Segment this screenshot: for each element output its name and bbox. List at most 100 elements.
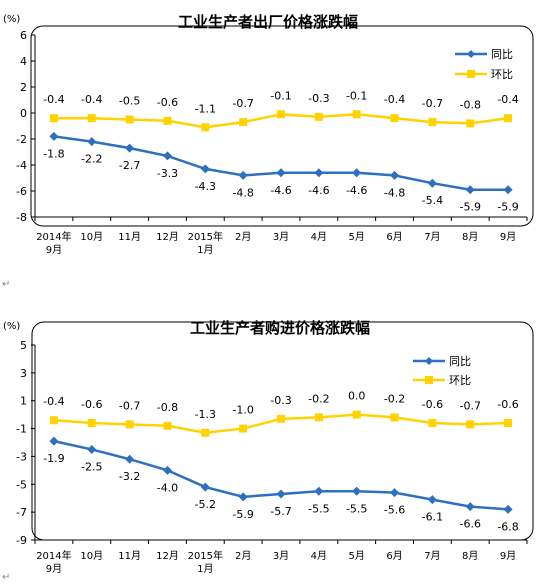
y-tick-label: 1 (20, 395, 27, 408)
data-label: -4.0 (157, 481, 178, 494)
x-tick-label-line: 12月 (156, 550, 179, 562)
series-2-marker (239, 424, 248, 433)
x-tick-label: 12月 (156, 231, 179, 243)
data-label: -1.3 (195, 408, 216, 421)
series-2-marker (466, 119, 475, 128)
data-label: -2.5 (81, 460, 102, 473)
chart-ppi-purchase: 工业生产者购进价格涨跌幅 (%) 5 3 1 -1 -3 -5 -7 -9 2014年 9月 10月 11… (0, 300, 550, 584)
data-label: -0.2 (308, 392, 329, 405)
x-tick-label: 7月 (424, 231, 440, 243)
data-label: -4.8 (232, 186, 253, 199)
series-2-marker (87, 419, 96, 427)
data-label: -1.0 (232, 404, 253, 417)
data-label: -4.6 (270, 184, 291, 197)
series-1-marker (314, 486, 324, 496)
y-tick-label: -1 (16, 423, 27, 436)
y-tick-label: -4 (16, 159, 27, 172)
x-tick-label-line: 9月 (500, 231, 516, 243)
data-label: -2.2 (81, 153, 102, 166)
x-tick-label: 3月 (273, 231, 289, 243)
y-tick-label: -3 (16, 450, 27, 463)
data-label: 0.0 (348, 390, 366, 403)
x-tick-label-line: 5月 (349, 231, 365, 243)
legend-marker (425, 357, 433, 365)
legend-marker (467, 70, 475, 78)
x-tick-label-line: 4月 (311, 550, 327, 562)
series-2-marker (125, 420, 134, 429)
series-1-marker (162, 151, 172, 161)
series-2-marker (390, 114, 399, 123)
x-tick-label-line: 1月 (197, 563, 213, 575)
data-label: -0.6 (422, 398, 443, 411)
series-1-marker (49, 131, 59, 141)
series-1-marker (427, 178, 437, 188)
data-label: -6.8 (497, 520, 518, 533)
legend-label: 环比 (449, 374, 471, 387)
x-tick-label-line: 2月 (235, 550, 251, 562)
data-label: -0.3 (308, 92, 329, 105)
data-label: -0.1 (270, 89, 291, 102)
x-tick-label: 3月 (273, 550, 289, 562)
legend-label: 同比 (491, 48, 513, 61)
data-label: -5.6 (384, 504, 405, 517)
x-tick-label-line: 2015年 (188, 549, 223, 562)
y-tick-label: -9 (16, 534, 27, 547)
data-label: -6.6 (459, 518, 480, 531)
data-label: -0.8 (459, 98, 480, 111)
series-1-marker (238, 492, 248, 502)
series-2-marker (163, 116, 172, 125)
data-label: -2.7 (119, 159, 140, 172)
x-tick-label: 6月 (386, 550, 402, 562)
x-tick-label-line: 9月 (500, 550, 516, 562)
data-label: -0.4 (384, 93, 405, 106)
x-tick-label: 7月 (424, 550, 440, 562)
data-label: -5.9 (497, 201, 518, 214)
data-label: -0.7 (459, 399, 480, 412)
series-1-marker (125, 143, 135, 153)
x-tick-label: 9月 (500, 550, 516, 562)
x-tick-label: 2014年 9月 (36, 549, 71, 575)
y-tick-label: 2 (20, 81, 27, 94)
x-tick-label-line: 2014年 (36, 230, 71, 243)
x-tick-label: 11月 (118, 550, 141, 562)
x-tick-label: 8月 (462, 231, 478, 243)
y-tick-label: -7 (16, 506, 27, 519)
legend-label: 环比 (491, 68, 513, 81)
series-2-marker (277, 110, 285, 119)
x-tick-label: 2月 (235, 231, 251, 243)
x-tick-label-line: 3月 (273, 231, 289, 243)
data-label: -5.7 (270, 505, 291, 518)
series-2-marker (201, 428, 210, 437)
data-label: -4.8 (384, 186, 405, 199)
data-label: -3.3 (157, 167, 178, 180)
y-unit-label: (%) (3, 321, 20, 332)
x-tick-label: 2015年 1月 (188, 230, 223, 256)
series-2-marker (314, 112, 323, 121)
series-2-marker (163, 421, 172, 430)
data-label: -5.9 (232, 508, 253, 521)
x-tick-label: 11月 (118, 231, 141, 243)
series-2-marker (352, 110, 361, 119)
series-1-marker (87, 444, 97, 454)
y-tick-label: -5 (16, 478, 27, 491)
series-1-marker (125, 454, 135, 464)
series-2-marker (49, 114, 58, 123)
legend-label: 同比 (449, 355, 471, 368)
data-label: -0.6 (497, 398, 518, 411)
data-label: -6.1 (422, 511, 443, 524)
data-label: -0.1 (346, 89, 367, 102)
x-tick-label: 5月 (349, 550, 365, 562)
data-label: -0.2 (384, 392, 405, 405)
x-tick-label: 10月 (80, 550, 103, 562)
x-tick-label: 9月 (500, 231, 516, 243)
series-1-marker (503, 504, 513, 514)
legend-marker (467, 50, 475, 58)
x-tick-label-line: 12月 (156, 231, 179, 243)
data-label: -4.6 (346, 184, 367, 197)
y-tick-label: -6 (16, 185, 27, 198)
y-tick-label: 3 (20, 367, 27, 380)
x-tick-label-line: 11月 (118, 550, 141, 562)
x-tick-label-line: 9月 (46, 244, 62, 256)
x-tick-label-line: 2月 (235, 231, 251, 243)
data-label: -5.5 (346, 502, 367, 515)
